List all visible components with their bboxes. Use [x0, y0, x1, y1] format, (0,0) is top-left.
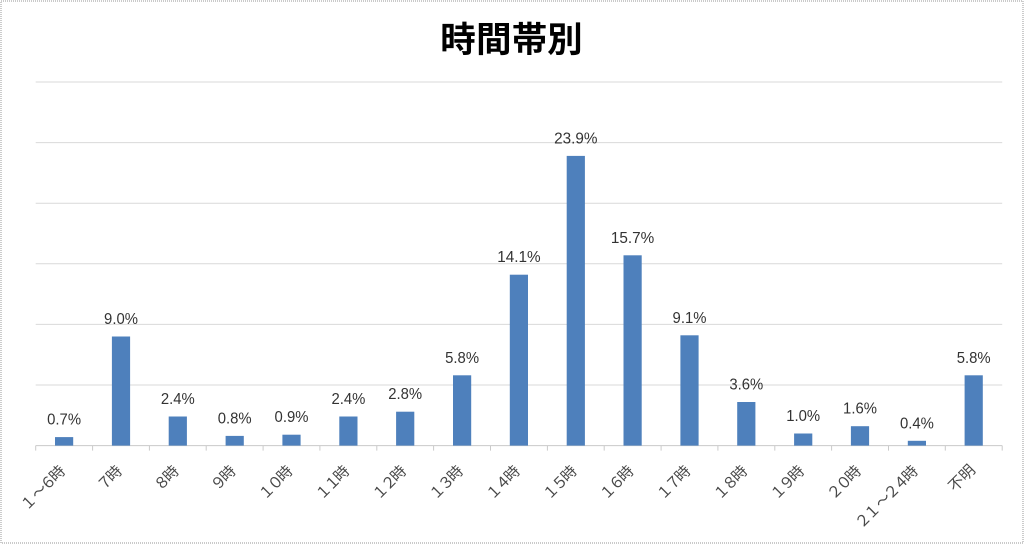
svg-text:5.8%: 5.8%: [445, 350, 479, 367]
svg-text:0.7%: 0.7%: [47, 412, 81, 429]
svg-text:14.1%: 14.1%: [497, 249, 540, 266]
svg-text:9.0%: 9.0%: [104, 311, 138, 328]
svg-text:1.0%: 1.0%: [786, 408, 820, 425]
svg-text:2.4%: 2.4%: [331, 391, 365, 408]
svg-text:1.6%: 1.6%: [843, 401, 877, 418]
svg-text:2.8%: 2.8%: [388, 386, 422, 403]
svg-text:15.7%: 15.7%: [611, 230, 654, 247]
svg-text:23.9%: 23.9%: [554, 130, 597, 147]
svg-text:0.8%: 0.8%: [218, 410, 252, 427]
svg-text:5.8%: 5.8%: [957, 350, 991, 367]
svg-text:0.4%: 0.4%: [900, 415, 934, 432]
svg-text:0.9%: 0.9%: [275, 409, 309, 426]
svg-text:2.4%: 2.4%: [161, 391, 195, 408]
svg-text:3.6%: 3.6%: [729, 377, 763, 394]
svg-text:9.1%: 9.1%: [673, 310, 707, 327]
